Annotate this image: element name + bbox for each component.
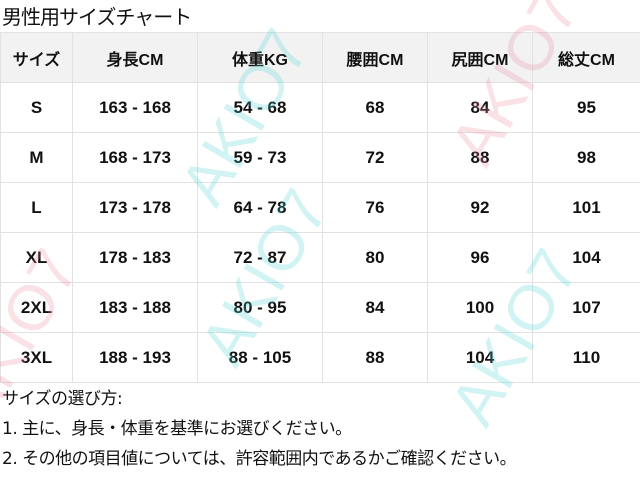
- howto-item: 1. 主に、身長・体重を基準にお選びください。: [2, 419, 352, 439]
- table-cell: 104: [532, 232, 640, 283]
- table-cell: 163 - 168: [72, 82, 198, 133]
- table-cell: 173 - 178: [72, 182, 198, 233]
- table-row: L 173 - 178 64 - 78 76 92 101: [0, 182, 640, 233]
- table-cell: 72: [322, 132, 428, 183]
- column-header: 体重KG: [197, 32, 323, 83]
- table-cell: M: [0, 132, 73, 183]
- table-cell: 107: [532, 282, 640, 333]
- table-cell: 80 - 95: [197, 282, 323, 333]
- table-cell: 64 - 78: [197, 182, 323, 233]
- table-cell: XL: [0, 232, 73, 283]
- table-cell: 183 - 188: [72, 282, 198, 333]
- size-table: サイズ 身長CM 体重KG 腰囲CM 尻囲CM 総丈CM S 163 - 168 54 - 6…: [0, 32, 640, 383]
- table-cell: 188 - 193: [72, 332, 198, 383]
- howto-section: サイズの選び方: 1. 主に、身長・体重を基準にお選びください。 2. その他の…: [2, 384, 517, 474]
- table-cell: 88 - 105: [197, 332, 323, 383]
- column-header: 尻囲CM: [427, 32, 533, 83]
- table-cell: 80: [322, 232, 428, 283]
- table-row: XL 178 - 183 72 - 87 80 96 104: [0, 232, 640, 283]
- table-cell: 72 - 87: [197, 232, 323, 283]
- table-cell: 3XL: [0, 332, 73, 383]
- column-header: 腰囲CM: [322, 32, 428, 83]
- table-cell: 110: [532, 332, 640, 383]
- column-header: サイズ: [0, 32, 73, 83]
- table-row: 2XL 183 - 188 80 - 95 84 100 107: [0, 282, 640, 333]
- table-cell: 88: [427, 132, 533, 183]
- table-cell: 84: [322, 282, 428, 333]
- table-cell: 68: [322, 82, 428, 133]
- table-cell: 76: [322, 182, 428, 233]
- table-row: S 163 - 168 54 - 68 68 84 95: [0, 82, 640, 133]
- table-row: 3XL 188 - 193 88 - 105 88 104 110: [0, 332, 640, 383]
- table-cell: L: [0, 182, 73, 233]
- column-header: 身長CM: [72, 32, 198, 83]
- table-cell: 178 - 183: [72, 232, 198, 283]
- howto-item: 2. その他の項目値については、許容範囲内であるかご確認ください。: [2, 449, 517, 469]
- table-cell: S: [0, 82, 73, 133]
- chart-title: 男性用サイズチャート: [2, 5, 192, 29]
- table-cell: 101: [532, 182, 640, 233]
- table-cell: 88: [322, 332, 428, 383]
- howto-heading: サイズの選び方:: [2, 389, 123, 409]
- table-row: M 168 - 173 59 - 73 72 88 98: [0, 132, 640, 183]
- header-row: サイズ 身長CM 体重KG 腰囲CM 尻囲CM 総丈CM: [0, 32, 640, 83]
- table-cell: 92: [427, 182, 533, 233]
- column-header: 総丈CM: [532, 32, 640, 83]
- table-cell: 95: [532, 82, 640, 133]
- table-cell: 104: [427, 332, 533, 383]
- table-cell: 2XL: [0, 282, 73, 333]
- table-cell: 168 - 173: [72, 132, 198, 183]
- table-cell: 59 - 73: [197, 132, 323, 183]
- table-cell: 84: [427, 82, 533, 133]
- table-cell: 54 - 68: [197, 82, 323, 133]
- table-cell: 98: [532, 132, 640, 183]
- table-cell: 96: [427, 232, 533, 283]
- table-cell: 100: [427, 282, 533, 333]
